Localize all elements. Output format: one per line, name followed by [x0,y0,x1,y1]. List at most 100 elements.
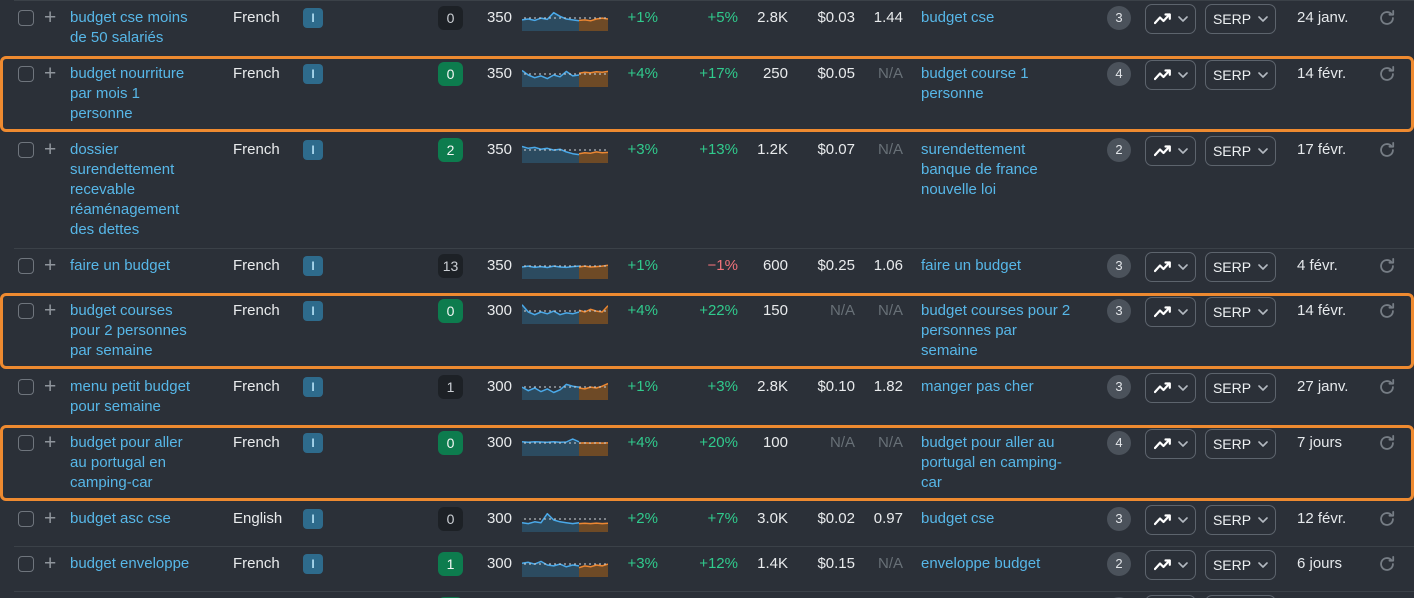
traffic-value: 3.0K [757,510,788,527]
row-checkbox[interactable] [18,142,34,158]
serp-dropdown[interactable]: SERP [1205,297,1276,327]
target-keyword-link[interactable]: budget course 1 personne [921,65,1029,102]
refresh-icon[interactable] [1378,257,1396,281]
target-keyword-link[interactable]: surendettement banque de france nouvelle… [921,141,1038,198]
keyword-link[interactable]: budget pour aller au portugal en camping… [70,434,183,491]
trend-chart-dropdown[interactable] [1145,429,1196,459]
chevron-down-icon [1177,72,1188,78]
results-count-badge[interactable]: 3 [1107,299,1131,323]
add-plus-icon[interactable]: + [44,138,57,161]
results-count-badge[interactable]: 2 [1107,552,1131,576]
add-plus-icon[interactable]: + [44,431,57,454]
keyword-link[interactable]: budget enveloppe [70,555,190,572]
results-count-badge[interactable]: 2 [1107,138,1131,162]
keyword-link[interactable]: budget cse moins de 50 salariés [70,9,188,46]
trend-line-icon [1153,69,1171,81]
trend-chart-dropdown[interactable] [1145,505,1196,535]
refresh-icon[interactable] [1378,378,1396,402]
change-percent-short: +3% [627,555,658,572]
refresh-icon[interactable] [1378,555,1396,579]
row-checkbox[interactable] [18,435,34,451]
keyword-link[interactable]: menu petit budget pour semaine [70,378,191,415]
refresh-icon[interactable] [1378,302,1396,326]
serp-dropdown[interactable]: SERP [1205,505,1276,535]
serp-dropdown[interactable]: SERP [1205,252,1276,282]
row-checkbox[interactable] [18,66,34,82]
target-keyword-link[interactable]: manger pas cher [921,378,1034,395]
add-plus-icon[interactable]: + [44,507,57,530]
chevron-down-icon [1177,264,1188,270]
refresh-icon[interactable] [1378,434,1396,458]
chevron-down-icon [1258,309,1268,315]
serp-dropdown[interactable]: SERP [1205,373,1276,403]
target-keyword-link[interactable]: budget cse [921,9,995,26]
results-count-badge[interactable]: 3 [1107,6,1131,30]
keyword-link[interactable]: faire un budget [70,257,171,274]
results-count-badge[interactable]: 3 [1107,254,1131,278]
serp-dropdown[interactable]: SERP [1205,136,1276,166]
position-badge: 13 [438,254,463,278]
row-checkbox[interactable] [18,258,34,274]
trend-chart-dropdown[interactable] [1145,136,1196,166]
search-volume: 300 [486,302,512,319]
target-keyword-link[interactable]: budget cse [921,510,995,527]
refresh-icon[interactable] [1378,65,1396,89]
refresh-icon[interactable] [1378,510,1396,534]
change-percent-short: +4% [627,302,658,319]
refresh-icon[interactable] [1378,141,1396,165]
trend-sparkline [521,253,609,285]
cpc-value: N/A [829,302,855,319]
competition-value: 0.97 [873,510,903,527]
trend-sparkline [521,298,609,330]
serp-dropdown[interactable]: SERP [1205,550,1276,580]
results-count-badge[interactable]: 4 [1107,431,1131,455]
row-checkbox[interactable] [18,556,34,572]
table-row: + budget asc cse English I 0 300 +2% +7%… [0,501,1414,546]
badges: I [303,256,438,276]
row-checkbox[interactable] [18,10,34,26]
target-keyword-link[interactable]: faire un budget [921,257,1022,274]
change-percent-long: +20% [699,434,738,451]
row-checkbox[interactable] [18,303,34,319]
results-count-badge[interactable]: 3 [1107,507,1131,531]
results-count-badge[interactable]: 4 [1107,62,1131,86]
row-checkbox[interactable] [18,511,34,527]
chevron-down-icon [1177,309,1188,315]
info-badge: I [303,377,323,397]
trend-sparkline [521,551,609,583]
add-plus-icon[interactable]: + [44,299,57,322]
keyword-link[interactable]: budget asc cse [70,510,171,527]
info-badge: I [303,433,323,453]
serp-dropdown[interactable]: SERP [1205,429,1276,459]
target-keyword-link[interactable]: budget courses pour 2 personnes par sema… [921,302,1071,359]
row-checkbox[interactable] [18,379,34,395]
keyword-link[interactable]: budget courses pour 2 personnes par sema… [70,302,187,359]
trend-chart-dropdown[interactable] [1145,4,1196,34]
language-label: French [233,65,280,82]
keyword-link[interactable]: budget nourriture par mois 1 personne [70,65,185,122]
trend-chart-dropdown[interactable] [1145,550,1196,580]
last-checked-date: 24 janv. [1297,9,1349,26]
change-percent-short: +1% [627,9,658,26]
add-plus-icon[interactable]: + [44,6,57,29]
add-plus-icon[interactable]: + [44,375,57,398]
add-plus-icon[interactable]: + [44,62,57,85]
add-plus-icon[interactable]: + [44,552,57,575]
results-count-badge[interactable]: 3 [1107,375,1131,399]
keyword-link[interactable]: dossier surendettement recevable réaména… [70,141,180,238]
serp-dropdown[interactable]: SERP [1205,4,1276,34]
trend-chart-dropdown[interactable] [1145,297,1196,327]
trend-line-icon [1153,306,1171,318]
chevron-down-icon [1177,562,1188,568]
serp-dropdown[interactable]: SERP [1205,60,1276,90]
target-keyword-link[interactable]: budget pour aller au portugal en camping… [921,434,1062,491]
add-plus-icon[interactable]: + [44,254,57,277]
target-keyword-link[interactable]: enveloppe budget [921,555,1041,572]
trend-chart-dropdown[interactable] [1145,252,1196,282]
language-label: English [233,510,283,527]
cpc-value: $0.02 [817,510,855,527]
trend-chart-dropdown[interactable] [1145,373,1196,403]
refresh-icon[interactable] [1378,9,1396,33]
trend-chart-dropdown[interactable] [1145,60,1196,90]
